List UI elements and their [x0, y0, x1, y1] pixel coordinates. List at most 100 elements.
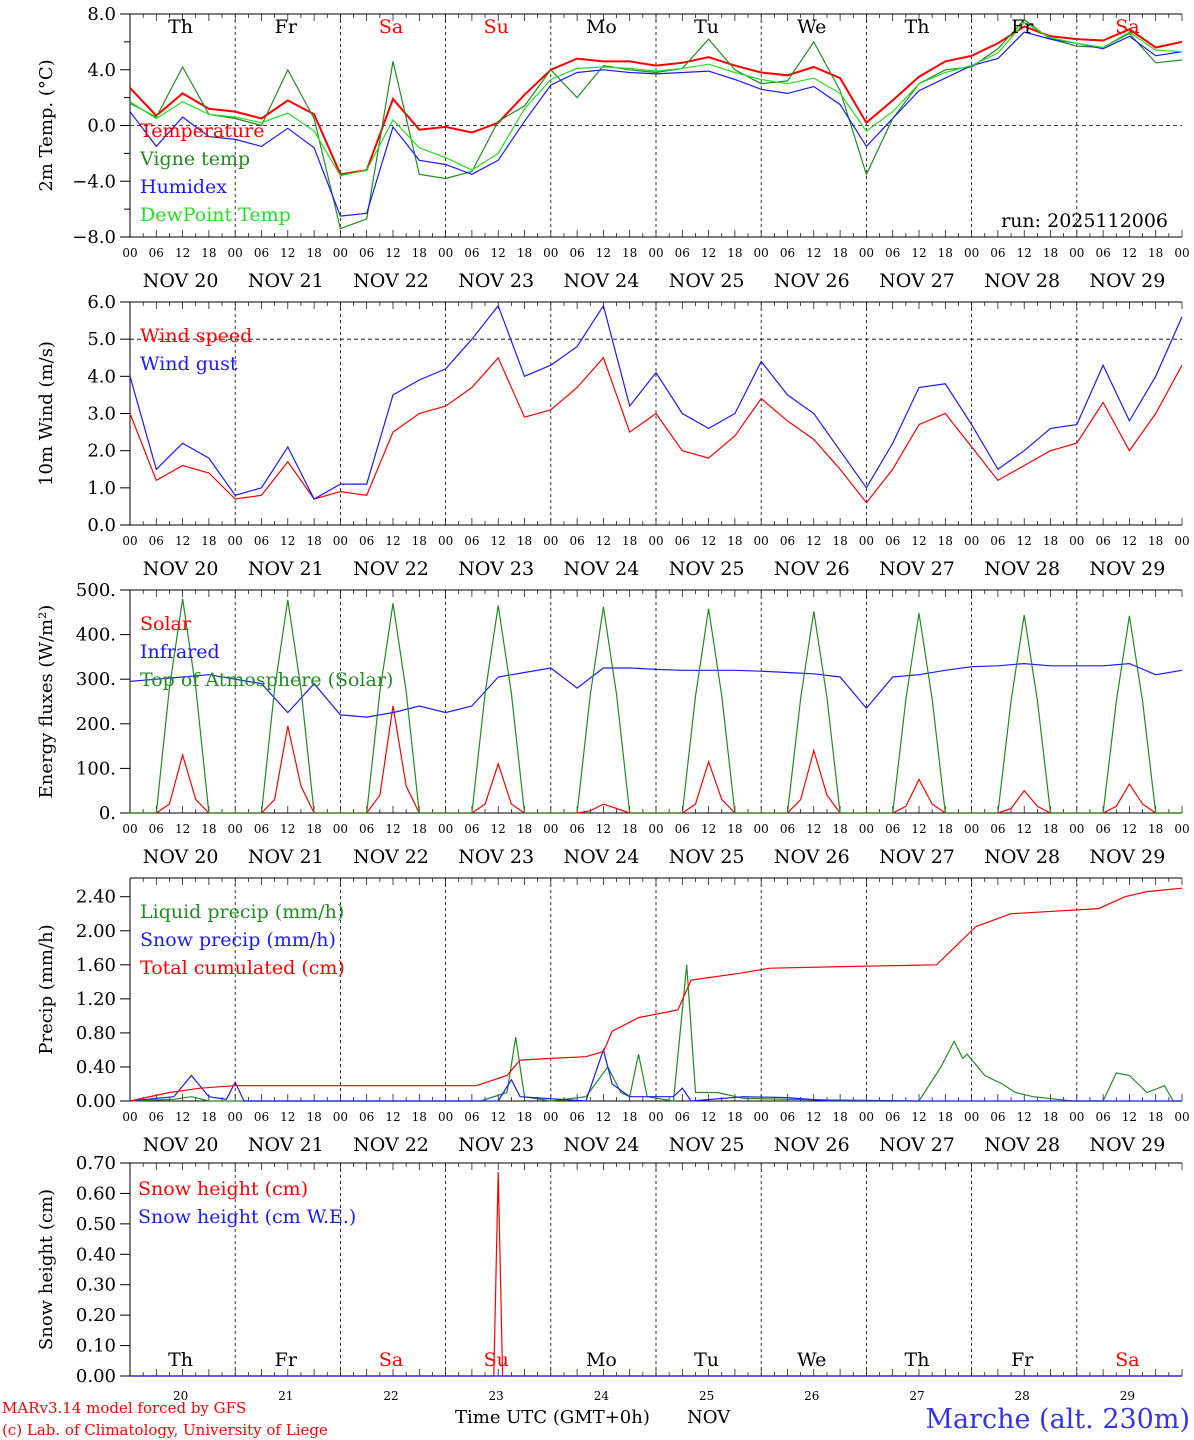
x-tick-label: 18	[201, 246, 216, 260]
date-label: NOV 20	[143, 846, 219, 868]
y-tick-label: 0.70	[76, 1153, 116, 1174]
x-tick-label: 12	[701, 246, 716, 260]
x-tick-label: 18	[832, 1110, 847, 1124]
x-tick-label: 18	[727, 246, 742, 260]
x-tick-label: 18	[832, 534, 847, 548]
x-tick-label: 18	[938, 246, 953, 260]
x-tick-label: 06	[359, 534, 374, 548]
panel-3	[120, 589, 1183, 814]
y-tick-label: 0.0	[87, 515, 116, 536]
x-tick-label: 06	[1095, 1110, 1110, 1124]
panel-1	[120, 13, 1183, 238]
series-line-top-of-atmosphere-solar-	[130, 598, 1182, 814]
date-label: NOV 24	[563, 270, 639, 292]
x-tick-label: 00	[543, 822, 558, 836]
y-tick-label: 2.0	[87, 441, 116, 462]
x-tick-label: 18	[832, 246, 847, 260]
x-tick-label: 18	[306, 534, 321, 548]
day-number: 22	[383, 1389, 398, 1403]
x-tick-label: 00	[438, 246, 453, 260]
date-label: NOV 22	[353, 1134, 429, 1156]
x-tick-label: 12	[596, 534, 611, 548]
x-tick-label: 12	[175, 246, 190, 260]
x-tick-label: 18	[306, 822, 321, 836]
x-tick-label: 18	[832, 822, 847, 836]
y-tick-label: 0.40	[76, 1057, 116, 1078]
x-tick-label: 06	[569, 246, 584, 260]
weekday-label: Tu	[694, 1349, 719, 1371]
legend-item: Wind gust	[140, 353, 238, 375]
x-tick-label: 06	[1095, 534, 1110, 548]
date-label: NOV 22	[353, 846, 429, 868]
x-tick-label: 18	[412, 246, 427, 260]
series-line-vigne-temp	[129, 18, 1183, 230]
x-tick-label: 00	[648, 1110, 663, 1124]
weekday-label: We	[797, 1349, 826, 1371]
y-tick-label: 3.0	[87, 404, 116, 425]
legend-item: Snow height (cm)	[138, 1178, 308, 1200]
x-tick-label: 00	[1069, 246, 1084, 260]
x-tick-label: 12	[491, 1110, 506, 1124]
x-tick-label: 00	[859, 246, 874, 260]
date-label: NOV 20	[143, 558, 219, 580]
x-tick-label: 00	[333, 822, 348, 836]
series-line-dewpoint-temp	[129, 21, 1183, 177]
x-tick-label: 12	[491, 246, 506, 260]
x-tick-label: 18	[622, 1110, 637, 1124]
x-tick-label: 06	[254, 534, 269, 548]
x-tick-label: 06	[254, 246, 269, 260]
series-line-total-cumulated-cm-	[129, 887, 1183, 1102]
legend-item: Snow height (cm W.E.)	[138, 1206, 356, 1228]
x-tick-label: 00	[1069, 822, 1084, 836]
x-tick-label: 06	[1095, 822, 1110, 836]
series-line-temperature	[129, 25, 1183, 176]
x-tick-label: 18	[1043, 822, 1058, 836]
x-tick-label: 00	[859, 822, 874, 836]
station-title: Marche (alt. 230m)	[925, 1404, 1190, 1435]
x-tick-label: 12	[175, 534, 190, 548]
x-tick-label: 00	[333, 534, 348, 548]
day-number: 27	[909, 1389, 924, 1403]
x-tick-label: 12	[1017, 1110, 1032, 1124]
x-tick-label: 12	[1017, 246, 1032, 260]
date-label: NOV 22	[353, 270, 429, 292]
x-tick-label: 00	[1174, 246, 1189, 260]
date-label: NOV 20	[143, 270, 219, 292]
date-label: NOV 29	[1089, 1134, 1165, 1156]
day-number: 24	[594, 1389, 610, 1403]
x-tick-label: 06	[885, 246, 900, 260]
date-label: NOV 23	[458, 846, 534, 868]
x-tick-label: 00	[122, 534, 137, 548]
date-label: NOV 25	[669, 1134, 745, 1156]
y-axis-label: Energy fluxes (W/m²)	[36, 605, 57, 799]
y-tick-label: 4.0	[87, 60, 116, 81]
x-tick-label: 00	[333, 246, 348, 260]
x-tick-label: 18	[201, 822, 216, 836]
date-label: NOV 21	[248, 846, 324, 868]
weekday-label: Tu	[694, 16, 719, 38]
x-tick-label: 00	[754, 822, 769, 836]
x-tick-label: 00	[754, 1110, 769, 1124]
x-tick-label: 18	[1148, 822, 1163, 836]
series-line-humidex	[129, 31, 1183, 217]
weekday-label: Sa	[379, 16, 403, 38]
date-label: NOV 24	[563, 1134, 639, 1156]
date-label: NOV 27	[879, 1134, 955, 1156]
x-tick-label: 12	[491, 534, 506, 548]
x-tick-label: 06	[675, 246, 690, 260]
y-tick-label: −4.0	[72, 171, 116, 192]
legend-item: Solar	[140, 613, 192, 635]
x-tick-label: 00	[438, 534, 453, 548]
x-tick-label: 06	[885, 1110, 900, 1124]
date-label: NOV 26	[774, 1134, 850, 1156]
x-tick-label: 12	[1017, 534, 1032, 548]
x-tick-label: 00	[228, 534, 243, 548]
panel-5	[120, 1162, 1183, 1377]
x-tick-label: 06	[569, 534, 584, 548]
date-label: NOV 23	[458, 558, 534, 580]
x-tick-label: 06	[675, 1110, 690, 1124]
x-tick-label: 00	[228, 1110, 243, 1124]
x-tick-label: 06	[149, 246, 164, 260]
x-tick-label: 18	[938, 1110, 953, 1124]
date-label: NOV 21	[248, 270, 324, 292]
